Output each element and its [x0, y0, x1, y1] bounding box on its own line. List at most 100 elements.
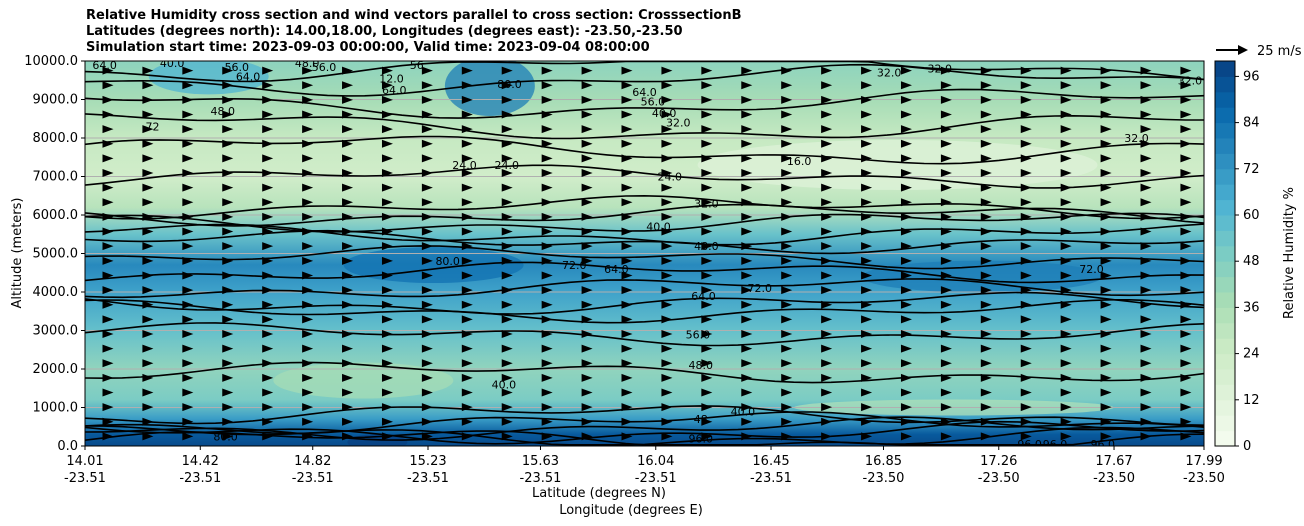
wind-vector [1020, 373, 1032, 382]
wind-vector [222, 286, 234, 295]
wind-vector [1020, 388, 1032, 397]
contour-label: 24.0 [494, 159, 519, 172]
wind-vector [821, 417, 833, 426]
contour-label: 40.0 [646, 221, 671, 234]
wind-vector [741, 110, 753, 119]
wind-vector [1060, 242, 1072, 251]
wind-vector [381, 66, 393, 75]
wind-vector [222, 373, 234, 382]
colorbar-band [1215, 399, 1235, 416]
wind-vector [381, 403, 393, 412]
wind-vector [182, 417, 194, 426]
x-tick-label-lon: -23.50 [978, 471, 1020, 486]
wind-vector [501, 169, 513, 178]
wind-vector [1140, 403, 1152, 412]
x-tick-label-lat: 16.85 [865, 454, 902, 469]
wind-vector [1020, 300, 1032, 309]
wind-vector [262, 359, 274, 368]
wind-vector [1100, 286, 1112, 295]
contour-label: 24.0 [658, 171, 683, 184]
wind-vector [821, 95, 833, 104]
wind-vector [621, 183, 633, 192]
wind-vector [182, 95, 194, 104]
wind-vector [1100, 139, 1112, 148]
contour-label: 56.0 [312, 61, 337, 74]
wind-vector [1020, 403, 1032, 412]
wind-vector [342, 388, 354, 397]
y-tick-label: 10000.0 [24, 54, 78, 69]
wind-vector [621, 432, 633, 441]
wind-vector [781, 169, 793, 178]
wind-vector [421, 95, 433, 104]
wind-vector [621, 388, 633, 397]
wind-vector [541, 81, 553, 90]
wind-vector [1140, 66, 1152, 75]
wind-vector [861, 227, 873, 236]
wind-vector [381, 227, 393, 236]
wind-vector [142, 344, 154, 353]
wind-vector [1180, 373, 1192, 382]
wind-vector [980, 315, 992, 324]
wind-vector [501, 359, 513, 368]
wind-vector [861, 403, 873, 412]
colorbar-band [1215, 261, 1235, 278]
contour-label: 96.0 [1017, 438, 1042, 451]
wind-vector [182, 315, 194, 324]
wind-vector [900, 286, 912, 295]
wind-vector [581, 154, 593, 163]
x-tick-label-lon: -23.51 [635, 471, 677, 486]
wind-vector [821, 212, 833, 221]
wind-vector [182, 81, 194, 90]
x-tick-label-lat: 15.23 [409, 454, 446, 469]
wind-vector [781, 359, 793, 368]
wind-vector [381, 373, 393, 382]
wind-vector [182, 110, 194, 119]
wind-vector [381, 329, 393, 338]
x-tick-label-lat: 14.01 [66, 454, 103, 469]
wind-vector [182, 139, 194, 148]
wind-vector [222, 227, 234, 236]
wind-vector [182, 300, 194, 309]
wind-vector [262, 169, 274, 178]
wind-vector [461, 139, 473, 148]
wind-vector [501, 66, 513, 75]
colorbar: 0 12 24 36 48 60 72 84 96 Relative Humidity % [1214, 60, 1297, 454]
wind-vector [302, 286, 314, 295]
wind-vector [142, 315, 154, 324]
wind-vector [900, 183, 912, 192]
wind-vector [142, 242, 154, 251]
wind-vector [302, 256, 314, 265]
wind-vector [861, 169, 873, 178]
wind-vector [381, 212, 393, 221]
wind-vector [621, 125, 633, 134]
wind-vector [861, 198, 873, 207]
rh-contour [85, 405, 1204, 426]
wind-vector [781, 256, 793, 265]
wind-vector [1140, 271, 1152, 280]
wind-vector [1020, 110, 1032, 119]
wind-vector [821, 432, 833, 441]
wind-vector [1140, 417, 1152, 426]
wind-vector [1180, 81, 1192, 90]
wind-vector [342, 359, 354, 368]
wind-vector [222, 212, 234, 221]
wind-vector [222, 95, 234, 104]
wind-vector [1140, 286, 1152, 295]
wind-vector [421, 432, 433, 441]
wind-vector [381, 169, 393, 178]
wind-vector [421, 110, 433, 119]
wind-vector [661, 286, 673, 295]
x-tick-label-lon: -23.51 [407, 471, 449, 486]
wind-vector [342, 271, 354, 280]
rh-contour [85, 322, 1204, 347]
wind-vector [980, 66, 992, 75]
wind-vector [701, 359, 713, 368]
contour-label: 72.0 [748, 282, 773, 295]
wind-vector [1140, 139, 1152, 148]
colorbar-band [1215, 138, 1235, 154]
wind-vector [342, 344, 354, 353]
wind-vector [381, 388, 393, 397]
wind-vector [1060, 300, 1072, 309]
wind-vector [421, 315, 433, 324]
wind-vector [661, 154, 673, 163]
